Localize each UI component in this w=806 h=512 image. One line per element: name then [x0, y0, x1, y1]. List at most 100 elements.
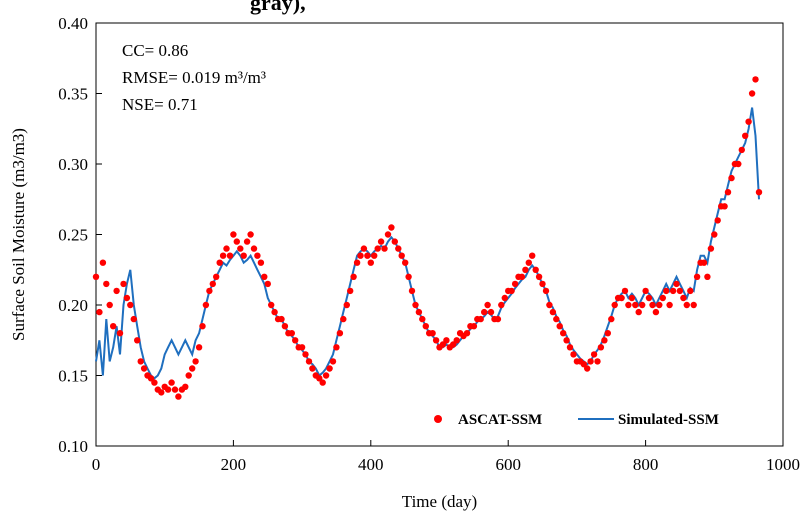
- y-axis-title: Surface Soil Moisture (m3/m3): [9, 128, 28, 341]
- ascat-ssm-point: [755, 189, 763, 196]
- ascat-ssm-point: [209, 280, 216, 288]
- ascat-ssm-point: [597, 344, 605, 351]
- ascat-ssm-point: [642, 287, 649, 295]
- y-tick-label: 0.40: [58, 14, 88, 33]
- ascat-ssm-point: [501, 294, 508, 302]
- x-tick-label: 400: [358, 455, 384, 474]
- ascat-ssm-point: [116, 330, 124, 337]
- ascat-ssm-point: [429, 330, 436, 337]
- ascat-ssm-point: [134, 337, 141, 344]
- ascat-ssm-point: [563, 337, 570, 344]
- ascat-ssm-point: [748, 90, 756, 97]
- ascat-ssm-point: [604, 330, 611, 337]
- ascat-ssm-point: [158, 389, 165, 396]
- ascat-ssm-point: [99, 259, 107, 266]
- x-tick-label: 600: [495, 455, 521, 474]
- ascat-ssm-point: [257, 259, 265, 266]
- ascat-ssm-point: [96, 308, 103, 316]
- ascat-ssm-point: [364, 252, 371, 259]
- ascat-ssm-point: [319, 379, 326, 386]
- ascat-ssm-point: [353, 259, 361, 266]
- ascat-ssm-point: [189, 365, 196, 372]
- ascat-ssm-point: [240, 252, 247, 259]
- stat-annotation: NSE= 0.71: [122, 95, 198, 114]
- ascat-ssm-point: [693, 273, 701, 280]
- ascat-ssm-point: [700, 259, 708, 266]
- ascat-ssm-point: [357, 252, 364, 259]
- ascat-ssm-point: [463, 330, 471, 337]
- ascat-ssm-point: [340, 315, 347, 323]
- ascat-ssm-point: [402, 259, 409, 266]
- ascat-ssm-point: [264, 280, 271, 288]
- ascat-ssm-point: [666, 301, 673, 309]
- ascat-ssm-point: [233, 238, 240, 245]
- ascat-ssm-point: [343, 301, 350, 309]
- ascat-ssm-point: [601, 337, 608, 344]
- ascat-ssm-point: [192, 358, 199, 365]
- y-tick-label: 0.35: [58, 85, 88, 104]
- legend-ascat-label: ASCAT-SSM: [458, 412, 542, 428]
- ascat-ssm-point: [587, 358, 594, 365]
- ascat-ssm-point: [120, 280, 127, 288]
- ascat-ssm-point: [656, 301, 663, 309]
- ascat-ssm-point: [254, 252, 261, 259]
- ascat-ssm-point: [728, 174, 735, 182]
- ascat-ssm-point: [724, 189, 732, 196]
- ascat-ssm-point: [570, 351, 577, 358]
- ascat-ssm-point: [618, 294, 625, 302]
- legend-ascat-marker: [434, 415, 442, 423]
- ascat-ssm-point: [147, 375, 155, 382]
- ascat-ssm-point: [453, 337, 460, 344]
- ascat-ssm-point: [580, 361, 587, 368]
- ascat-ssm-point: [535, 273, 543, 280]
- y-tick-label: 0.15: [58, 367, 88, 386]
- ascat-ssm-point: [560, 330, 567, 337]
- ascat-ssm-point: [206, 287, 213, 295]
- ascat-ssm-point: [110, 323, 117, 330]
- x-axis-title: Time (day): [402, 492, 477, 511]
- ascat-ssm-point: [395, 245, 402, 252]
- ascat-ssm-point: [477, 315, 484, 323]
- ascat-ssm-point: [92, 273, 100, 280]
- ascat-ssm-point: [243, 238, 251, 245]
- ascat-ssm-point: [659, 294, 666, 302]
- ascat-ssm-point: [450, 341, 457, 348]
- ascat-ssm-point: [171, 386, 179, 393]
- x-tick-label: 200: [221, 455, 247, 474]
- ascat-ssm-point: [635, 308, 642, 316]
- ascat-ssm-point: [711, 231, 718, 238]
- ascat-ssm-point: [566, 344, 574, 351]
- ascat-ssm-point: [261, 273, 268, 280]
- ascat-ssm-point: [621, 287, 629, 295]
- ascat-ssm-point: [288, 330, 295, 337]
- ascat-ssm-point: [529, 252, 536, 259]
- ascat-ssm-point: [140, 365, 148, 372]
- ascat-ssm-point: [175, 393, 182, 400]
- ascat-ssm-point: [168, 379, 175, 386]
- ascat-ssm-point: [384, 231, 392, 238]
- ascat-ssm-point: [250, 245, 258, 252]
- ascat-ssm-point: [663, 287, 670, 295]
- ascat-ssm-point: [367, 259, 374, 266]
- ascat-ssm-point: [271, 308, 278, 316]
- ascat-ssm-point: [247, 231, 254, 238]
- y-tick-label: 0.10: [58, 437, 88, 456]
- legend-simulated-label: Simulated-SSM: [618, 412, 719, 428]
- ascat-ssm-point: [590, 351, 598, 358]
- ascat-ssm-point: [484, 301, 491, 309]
- ascat-ssm-point: [676, 287, 684, 295]
- ascat-ssm-point: [216, 259, 223, 266]
- ascat-ssm-point: [415, 308, 423, 316]
- ascat-ssm-point: [292, 337, 299, 344]
- ascat-ssm-point: [498, 301, 505, 309]
- ascat-ssm-point: [522, 266, 529, 273]
- ascat-ssm-point: [669, 287, 677, 295]
- ascat-ssm-point: [185, 372, 192, 379]
- ascat-ssm-point: [268, 301, 275, 309]
- x-tick-label: 0: [92, 455, 101, 474]
- ascat-ssm-point: [556, 323, 563, 330]
- ascat-ssm-point: [419, 315, 426, 323]
- ascat-ssm-point: [494, 315, 502, 323]
- ascat-ssm-point: [350, 273, 357, 280]
